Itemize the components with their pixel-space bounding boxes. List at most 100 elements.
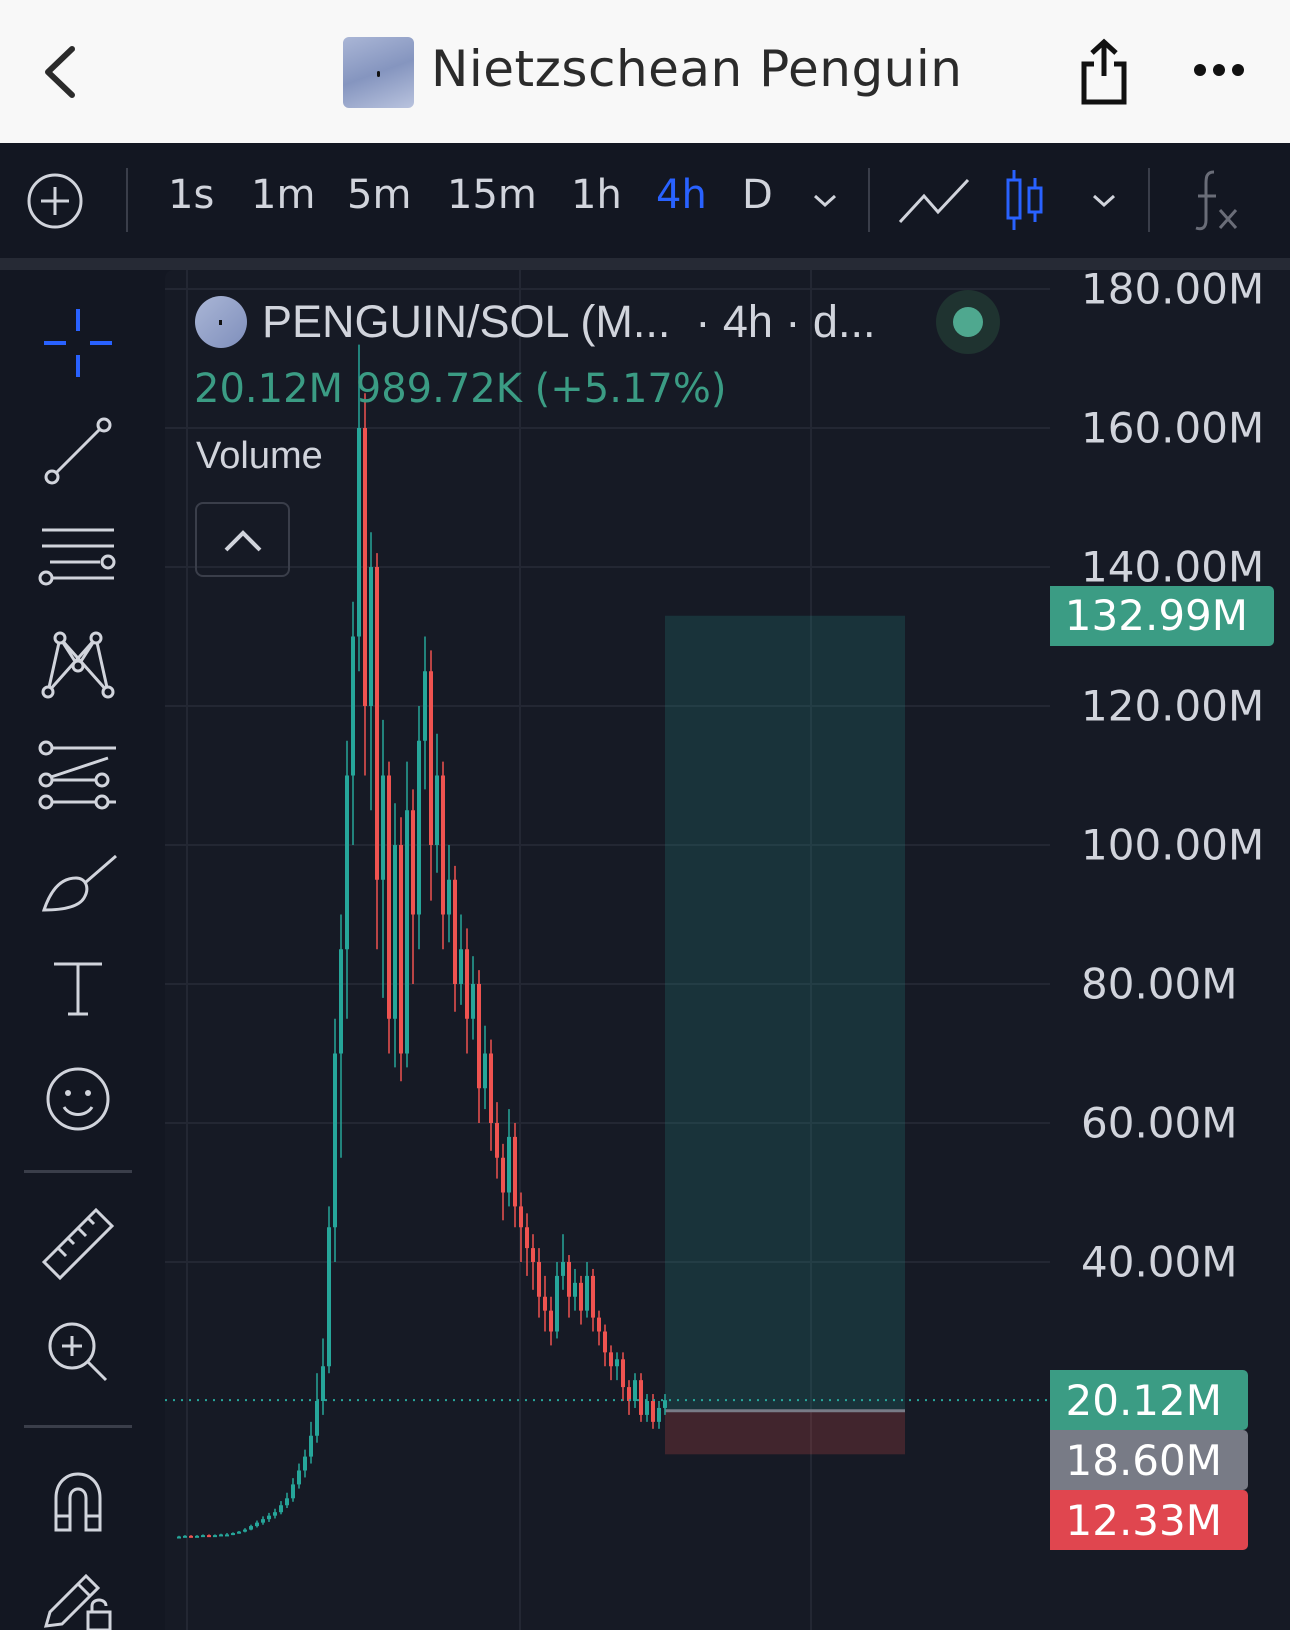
candle-body [261, 1519, 265, 1523]
candle-body [633, 1380, 637, 1401]
candle-body [561, 1262, 565, 1276]
forecast-icon[interactable] [38, 740, 118, 810]
candle [261, 1516, 265, 1525]
candle-body [483, 1053, 487, 1089]
pattern-icon[interactable] [40, 628, 116, 702]
candle-body [363, 428, 367, 706]
candle [525, 1213, 529, 1276]
timeframe-1m[interactable]: 1m [251, 172, 316, 218]
candle [273, 1508, 277, 1519]
timeframe-d[interactable]: D [742, 172, 773, 218]
candles-icon[interactable] [1002, 168, 1048, 232]
candle [285, 1492, 289, 1509]
candle [615, 1352, 619, 1381]
candle [531, 1234, 535, 1290]
candle-body [597, 1317, 601, 1332]
text-tool-icon[interactable] [48, 958, 108, 1018]
candle-body [537, 1262, 541, 1297]
candle [297, 1463, 301, 1489]
candle-body [333, 1053, 337, 1228]
candle [303, 1449, 307, 1478]
candle-body [549, 1310, 553, 1332]
candle [381, 719, 385, 998]
candle-body [339, 949, 343, 1054]
candle [219, 1533, 223, 1537]
symbol-legend[interactable]: PENGUIN/SOL (M... · 4h · d... [262, 296, 876, 347]
zoom-in-icon[interactable] [44, 1318, 110, 1384]
candle-body [573, 1282, 577, 1297]
candle [417, 706, 421, 950]
candle-body [441, 775, 445, 915]
timeframe-15m[interactable]: 15m [447, 172, 537, 218]
candle-body [231, 1533, 235, 1536]
add-indicator-icon[interactable] [26, 172, 84, 230]
candle [573, 1268, 577, 1311]
chart-toolbar [0, 143, 1290, 258]
timeframe-1h[interactable]: 1h [571, 172, 622, 218]
y-axis-tick-label: 100.00M [1081, 820, 1265, 870]
candle-body [531, 1248, 535, 1262]
price-tag: 20.12M [1050, 1370, 1248, 1430]
candle [291, 1478, 295, 1502]
candle-body [375, 567, 379, 880]
candle-body [255, 1522, 259, 1527]
magnet-icon[interactable] [50, 1470, 106, 1532]
divider [126, 168, 128, 232]
y-axis-tick-label: 80.00M [1081, 959, 1238, 1009]
chevron-down-icon[interactable] [1091, 193, 1117, 209]
candle [555, 1262, 559, 1339]
candle [567, 1255, 571, 1318]
candle [471, 956, 475, 1040]
brush-icon[interactable] [40, 852, 120, 916]
candle-body [603, 1331, 607, 1353]
candle [357, 344, 361, 672]
candle [201, 1534, 205, 1538]
crosshair-icon[interactable] [40, 305, 116, 381]
candle [435, 733, 439, 873]
price-change: 989.72K (+5.17%) [355, 366, 727, 412]
candle [321, 1338, 325, 1415]
fib-lines-icon[interactable] [38, 522, 118, 592]
candle-body [591, 1275, 595, 1318]
candle-body [525, 1227, 529, 1249]
candle [495, 1102, 499, 1179]
trend-line-icon[interactable] [42, 415, 114, 487]
collapse-legend-button[interactable] [195, 502, 290, 577]
candle-body [213, 1535, 217, 1538]
timeframe-5m[interactable]: 5m [347, 172, 412, 218]
candle [465, 928, 469, 1054]
candle-body [495, 1123, 499, 1158]
line-chart-icon[interactable] [898, 178, 970, 224]
candle [411, 789, 415, 984]
chevron-left-icon[interactable] [40, 45, 80, 99]
share-icon[interactable] [1078, 38, 1130, 106]
candle [207, 1534, 211, 1538]
chevron-down-icon[interactable] [812, 193, 838, 209]
candle [393, 803, 397, 1068]
candle [477, 970, 481, 1123]
candle [423, 636, 427, 790]
candle-body [267, 1515, 271, 1520]
candle-body [567, 1262, 571, 1297]
token-avatar [195, 296, 247, 348]
fx-indicators-icon[interactable] [1192, 170, 1242, 232]
timeframe-1s[interactable]: 1s [168, 172, 215, 218]
candle [627, 1380, 631, 1415]
candle-body [459, 949, 463, 984]
timeframe-4h[interactable]: 4h [656, 172, 707, 218]
candle [657, 1401, 661, 1429]
volume-indicator-label[interactable]: Volume [196, 435, 323, 477]
lock-drawings-icon[interactable] [42, 1572, 114, 1630]
ruler-icon[interactable] [40, 1206, 116, 1282]
y-axis-tick-label: 140.00M [1081, 542, 1265, 592]
candle [543, 1275, 547, 1332]
candle-body [453, 879, 457, 984]
emoji-icon[interactable] [44, 1065, 112, 1133]
candle [351, 601, 355, 845]
candle [255, 1520, 259, 1528]
candle-body [279, 1505, 283, 1513]
token-thumbnail [343, 37, 414, 108]
more-dots-icon[interactable] [1192, 62, 1246, 78]
candle [561, 1234, 565, 1290]
